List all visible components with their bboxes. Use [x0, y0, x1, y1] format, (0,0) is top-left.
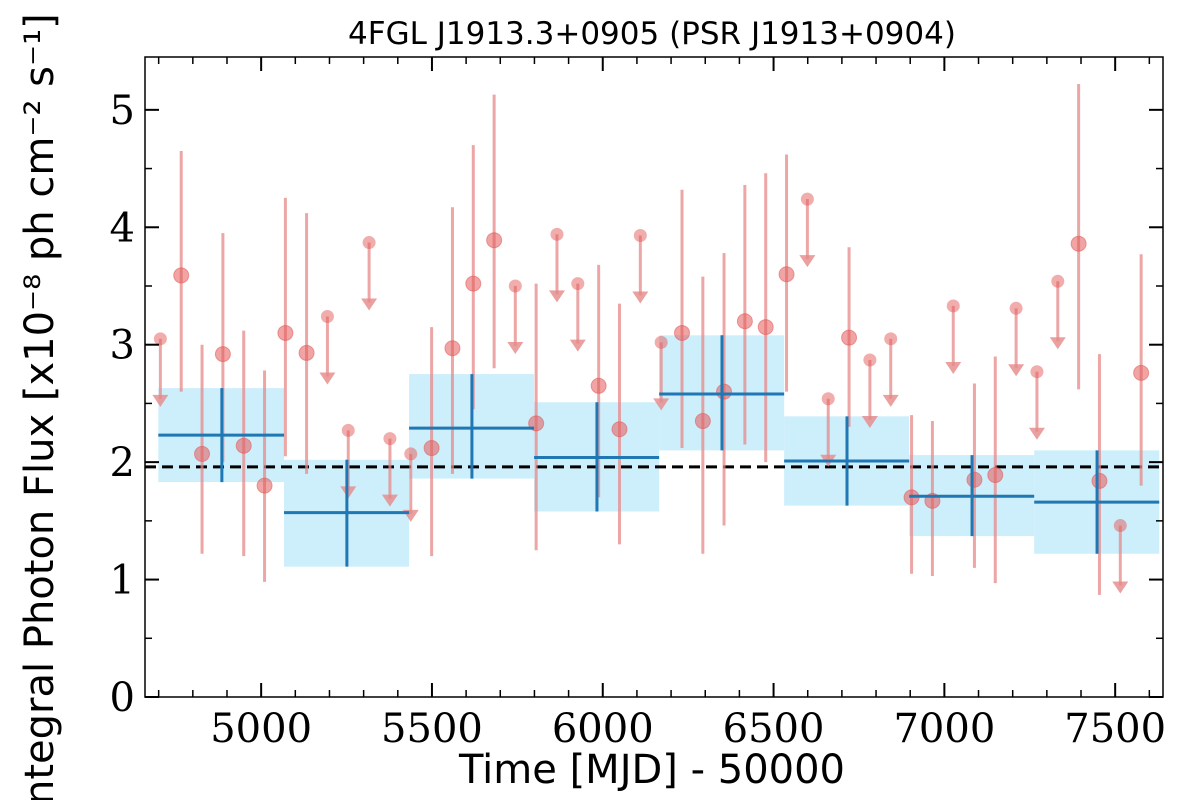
- upper-limit-point: [1113, 519, 1127, 533]
- flux-point: [966, 471, 983, 488]
- plot-axes: [144, 56, 1164, 698]
- y-tick-label: 1: [110, 558, 135, 604]
- upper-limit-point: [884, 332, 898, 346]
- x-tick-label: 6000: [552, 706, 654, 752]
- upper-limit-point: [946, 299, 960, 313]
- upper-limit-point: [341, 423, 355, 437]
- flux-point: [465, 275, 482, 292]
- flux-point: [674, 324, 691, 341]
- upper-limit-arrow: [507, 341, 524, 354]
- upper-limit-point: [320, 310, 334, 324]
- flux-point: [423, 440, 440, 457]
- flux-point: [841, 329, 858, 346]
- flux-point: [256, 477, 273, 494]
- upper-limit-point: [550, 227, 564, 241]
- upper-limit-arrow: [882, 394, 899, 407]
- x-tick-label: 6500: [723, 706, 825, 752]
- x-axis-label: Time [MJD] - 50000: [458, 747, 845, 793]
- upper-limit-arrow: [945, 361, 962, 374]
- y-tick-label: 5: [110, 88, 135, 134]
- tick-labels: 5000 5500 6000 6500 7000 7500 0 1 2 3 4 5: [110, 88, 1167, 752]
- upper-limit-arrow: [632, 291, 649, 304]
- upper-limit-arrow: [861, 415, 878, 428]
- y-tick-label: 4: [110, 205, 135, 251]
- flux-point: [757, 319, 774, 336]
- upper-limit-arrow: [569, 339, 586, 352]
- flux-point: [1070, 235, 1087, 252]
- y-tick-label: 2: [110, 440, 135, 486]
- flux-point: [778, 266, 795, 283]
- y-tick-label: 0: [110, 675, 135, 721]
- flux-point: [987, 467, 1004, 484]
- upper-limit-point: [633, 228, 647, 242]
- flux-point: [1091, 472, 1108, 489]
- flux-point: [736, 313, 753, 330]
- flux-point: [444, 340, 461, 357]
- monthly-bin-points: [152, 84, 1150, 595]
- flux-point: [235, 437, 252, 454]
- upper-limit-arrow: [1112, 581, 1129, 594]
- flux-point: [194, 445, 211, 462]
- x-tick-label: 7000: [893, 706, 995, 752]
- upper-limit-point: [1009, 301, 1023, 315]
- flux-point: [694, 413, 711, 430]
- upper-limit-arrow: [152, 394, 169, 407]
- y-tick-label: 3: [110, 323, 135, 369]
- upper-limit-point: [362, 236, 376, 250]
- upper-limit-point: [654, 335, 668, 349]
- flux-point: [716, 383, 733, 400]
- upper-limit-point: [821, 392, 835, 406]
- upper-limit-point: [404, 447, 418, 461]
- upper-limit-arrow: [799, 255, 816, 268]
- yearly-bin-bands: [158, 335, 1160, 567]
- upper-limit-arrow: [1049, 337, 1066, 350]
- upper-limit-point: [508, 279, 522, 293]
- upper-limit-point: [1030, 365, 1044, 379]
- upper-limit-point: [1051, 274, 1065, 288]
- x-tick-label: 5000: [210, 706, 312, 752]
- y-axis-label: Integral Photon Flux [x10⁻⁸ ph cm⁻² s⁻¹]: [17, 13, 63, 800]
- upper-limit-point: [153, 332, 167, 346]
- upper-limit-point: [863, 353, 877, 367]
- flux-point: [277, 324, 294, 341]
- flux-point: [214, 346, 231, 363]
- plot-frame: [144, 56, 1164, 698]
- x-tick-label: 7500: [1064, 706, 1166, 752]
- upper-limit-arrow: [319, 372, 336, 385]
- x-tick-label: 5500: [381, 706, 483, 752]
- flux-point: [298, 344, 315, 361]
- flux-point: [1133, 364, 1150, 381]
- upper-limit-arrow: [381, 494, 398, 507]
- upper-limit-arrow: [1028, 427, 1045, 440]
- upper-limit-arrow: [1008, 364, 1025, 377]
- upper-limit-point: [571, 277, 585, 291]
- upper-limit-arrow: [361, 298, 378, 311]
- flux-point: [486, 232, 503, 249]
- flux-point: [590, 377, 607, 394]
- upper-limit-arrow: [548, 290, 565, 303]
- upper-limit-point: [383, 432, 397, 446]
- flux-point: [611, 421, 628, 438]
- chart-title: 4FGL J1913.3+0905 (PSR J1913+0904): [348, 16, 956, 52]
- upper-limit-point: [800, 192, 814, 206]
- yearly-bin-points: [158, 335, 1160, 567]
- flux-point: [173, 267, 190, 284]
- upper-limit-arrow: [653, 398, 670, 411]
